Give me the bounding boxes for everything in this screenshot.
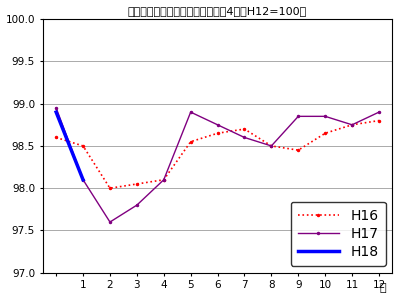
- H17: [161, 178, 166, 182]
- H16: [188, 140, 193, 143]
- H16: [269, 144, 274, 148]
- H16: [81, 144, 86, 148]
- H16: [161, 178, 166, 182]
- H17: [269, 144, 274, 148]
- H17: [188, 110, 193, 114]
- H17: [242, 136, 247, 139]
- H17: [215, 123, 220, 127]
- Line: H17: H17: [54, 106, 381, 224]
- Title: 生鮮食品を除く総合指数の動き　4市（H12=100）: 生鮮食品を除く総合指数の動き 4市（H12=100）: [128, 5, 307, 16]
- Legend: H16, H17, H18: H16, H17, H18: [291, 202, 386, 266]
- H16: [350, 123, 355, 127]
- H17: [323, 114, 328, 118]
- H17: [377, 110, 381, 114]
- H16: [242, 127, 247, 131]
- H16: [54, 136, 59, 139]
- H16: [377, 119, 381, 122]
- H16: [107, 186, 112, 190]
- H18: [54, 110, 59, 114]
- H18: [81, 178, 86, 182]
- Text: 月: 月: [379, 283, 386, 293]
- H16: [296, 148, 300, 152]
- H16: [323, 131, 328, 135]
- Line: H16: H16: [54, 118, 381, 190]
- H17: [81, 178, 86, 182]
- H17: [296, 114, 300, 118]
- H17: [54, 106, 59, 110]
- H17: [350, 123, 355, 127]
- H16: [135, 182, 139, 186]
- H17: [135, 203, 139, 207]
- Line: H18: H18: [56, 112, 83, 180]
- H16: [215, 131, 220, 135]
- H17: [107, 220, 112, 224]
